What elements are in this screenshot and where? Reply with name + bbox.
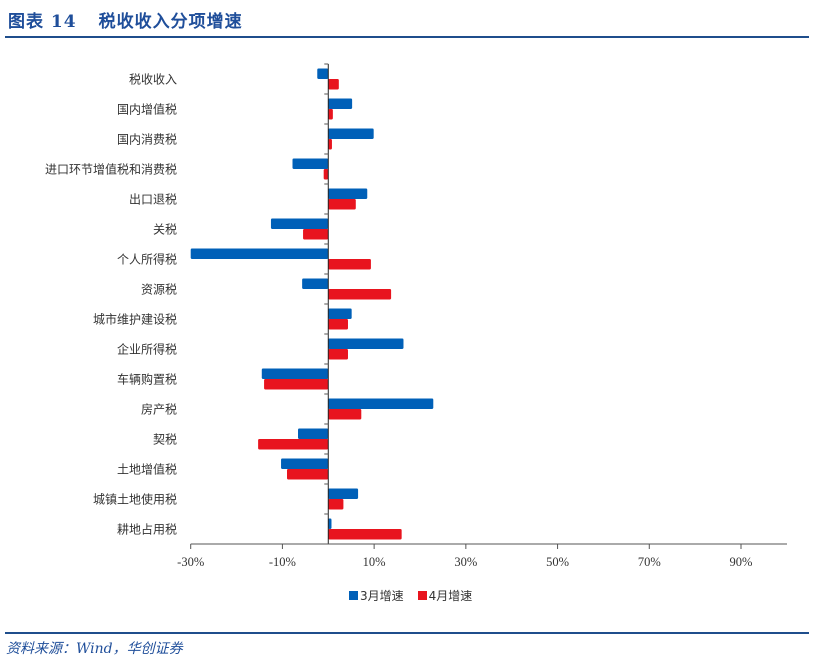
- category-label: 契税: [153, 433, 177, 447]
- category-label: 国内增值税: [117, 102, 177, 117]
- bar-chart: 税收收入国内增值税国内消费税进口环节增值税和消费税出口退税关税个人所得税资源税城…: [45, 63, 787, 569]
- bar-april: [328, 409, 362, 420]
- legend-swatch-march-icon: [349, 591, 358, 600]
- category-label: 企业所得税: [117, 342, 177, 357]
- category-label: 关税: [153, 223, 177, 237]
- x-tick-label: 10%: [363, 555, 386, 569]
- bar-april: [264, 379, 329, 390]
- x-tick-label: 50%: [546, 555, 569, 569]
- bar-march: [328, 488, 359, 499]
- bar-april: [328, 139, 332, 150]
- bar-march: [270, 218, 329, 229]
- legend-item-march: 3月增速: [349, 587, 404, 604]
- bar-april: [328, 289, 392, 300]
- bar-march: [328, 128, 374, 139]
- bar-march: [317, 68, 329, 79]
- bar-march: [328, 518, 332, 529]
- category-label: 土地增值税: [117, 462, 177, 477]
- category-label: 出口退税: [129, 193, 177, 207]
- category-label: 进口环节增值税和消费税: [45, 162, 177, 177]
- bar-april: [328, 199, 356, 210]
- bar-march: [328, 308, 352, 319]
- x-tick-label: 90%: [730, 555, 753, 569]
- category-label: 资源税: [141, 283, 177, 297]
- bar-april: [328, 109, 333, 120]
- bar-march: [328, 338, 404, 349]
- x-tick-label: 30%: [454, 555, 477, 569]
- bar-april: [328, 529, 402, 540]
- bar-march: [328, 98, 353, 109]
- bar-april: [328, 349, 348, 360]
- category-label: 车辆购置税: [117, 372, 177, 387]
- category-label: 税收收入: [129, 73, 177, 87]
- bar-march: [302, 278, 329, 289]
- bar-april: [323, 169, 329, 180]
- x-tick-label: 70%: [638, 555, 661, 569]
- legend-swatch-april-icon: [417, 591, 427, 600]
- bar-march: [190, 248, 329, 259]
- figure-number: 图表 14: [8, 11, 77, 32]
- legend-label-march: 3月增速: [360, 589, 404, 603]
- chart-legend: 3月增速 4月增速: [349, 587, 486, 604]
- bar-april: [287, 469, 329, 480]
- figure-title: 税收收入分项增速: [98, 11, 243, 32]
- footer-rule: [5, 632, 809, 634]
- legend-item-april: 4月增速: [417, 587, 473, 604]
- source-note: 资料来源：Wind，华创证券: [6, 641, 183, 657]
- category-label: 城市维护建设税: [93, 312, 177, 327]
- bar-march: [298, 428, 329, 439]
- bar-march: [261, 368, 329, 379]
- bar-march: [281, 458, 329, 469]
- header-rule: [5, 36, 809, 38]
- bar-march: [328, 188, 368, 199]
- bar-april: [328, 319, 348, 330]
- category-label: 房产税: [141, 402, 177, 417]
- bar-march: [328, 398, 434, 409]
- category-label: 耕地占用税: [117, 522, 177, 537]
- category-label: 个人所得税: [117, 252, 177, 267]
- x-tick-label: -30%: [177, 555, 204, 569]
- category-label: 国内消费税: [117, 133, 177, 147]
- bar-april: [328, 259, 371, 270]
- legend-label-april: 4月增速: [428, 589, 473, 603]
- figure-header: 图表 14 税收收入分项增速: [8, 4, 243, 34]
- x-tick-label: -10%: [269, 555, 296, 569]
- bar-april: [328, 79, 339, 90]
- category-label: 城镇土地使用税: [93, 492, 177, 507]
- bar-march: [292, 158, 329, 169]
- bar-april: [328, 499, 344, 510]
- bar-april: [303, 229, 329, 240]
- bar-april: [258, 439, 329, 450]
